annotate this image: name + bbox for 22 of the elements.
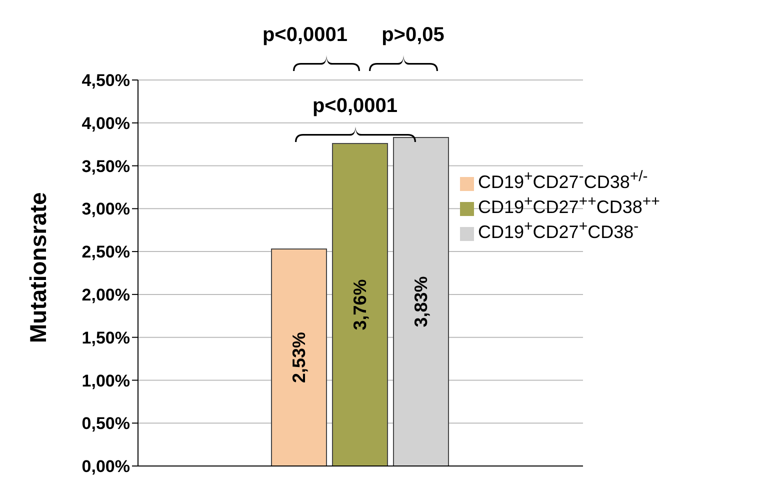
data-label: 3,76% — [350, 279, 370, 330]
y-tick-label: 4,50% — [82, 71, 130, 90]
text: p>0,05 — [382, 24, 444, 46]
y-axis-title: Mutationsrate — [25, 192, 52, 343]
annotation: p<0,0001 — [312, 95, 398, 117]
y-tick-label: 2,50% — [82, 242, 130, 262]
y-tick-label: 0,50% — [82, 414, 130, 434]
y-tick-label: 1,50% — [82, 328, 130, 348]
y-tick-label: 3,50% — [82, 156, 130, 176]
legend-label: CD19$^{+}$CD27$^{-}$CD38$^{+/-}$ — [478, 168, 648, 192]
y-tick-label: 0,00% — [82, 457, 130, 476]
bar — [393, 136, 449, 466]
y-tick-label: 3,00% — [82, 200, 130, 219]
data-label: 2,53% — [289, 332, 309, 384]
y-tick-label: 2,00% — [82, 285, 130, 304]
y-tick-label: 4,00% — [82, 114, 130, 133]
bar — [271, 248, 327, 466]
y-tick-label: 1,00% — [82, 371, 130, 390]
legend-label: CD19$^{+}$CD27$^{+}$CD38$^{-}$ — [478, 218, 639, 242]
data-label: 3,83% — [411, 276, 431, 328]
text: p<0,0001 — [262, 24, 348, 46]
legend-label: CD19$^{+}$CD27$^{++}$CD38$^{++}$ — [478, 193, 660, 217]
